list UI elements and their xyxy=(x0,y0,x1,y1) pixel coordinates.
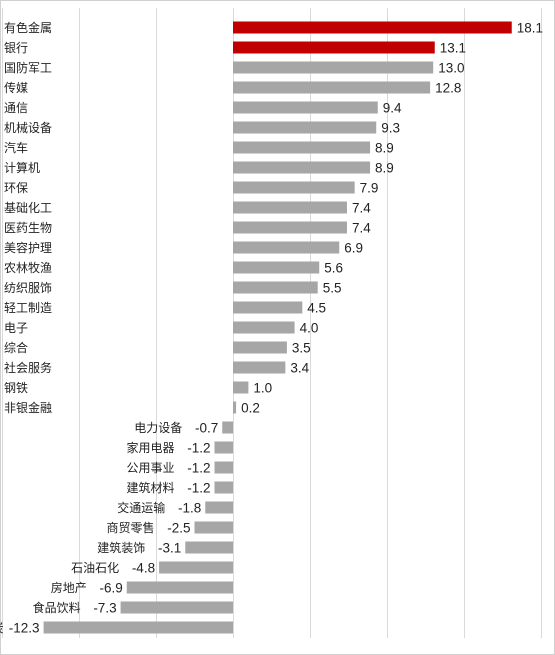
category-label: 建筑材料 xyxy=(127,480,175,495)
value-label: 7.9 xyxy=(360,181,379,196)
value-label: 12.8 xyxy=(435,81,461,96)
value-label: 4.5 xyxy=(307,301,326,316)
bar xyxy=(214,481,233,494)
value-label: 9.3 xyxy=(381,121,400,136)
bar xyxy=(233,61,434,74)
bar xyxy=(222,421,233,434)
value-label: 7.4 xyxy=(352,221,371,236)
value-label: -1.8 xyxy=(178,501,201,516)
value-label: 18.1 xyxy=(517,21,543,36)
bar xyxy=(205,501,233,514)
category-label: 银行 xyxy=(4,41,28,55)
bar xyxy=(126,581,233,594)
category-label: 电子 xyxy=(4,321,28,335)
bar xyxy=(233,201,347,214)
bar xyxy=(233,221,347,234)
value-label: -2.5 xyxy=(167,521,190,536)
bar xyxy=(233,141,371,154)
bar xyxy=(233,261,320,274)
value-label: 5.6 xyxy=(324,261,343,276)
category-label: 综合 xyxy=(4,340,28,355)
bar xyxy=(185,541,233,554)
category-label: 社会服务 xyxy=(4,360,52,375)
category-label: 传媒 xyxy=(4,80,28,95)
category-label: 美容护理 xyxy=(4,240,52,255)
category-label: 煤炭 xyxy=(0,621,4,635)
value-label: -0.7 xyxy=(195,421,218,436)
bar xyxy=(233,401,237,414)
category-label: 国防军工 xyxy=(4,60,52,75)
bar xyxy=(233,161,371,174)
value-label: -3.1 xyxy=(158,541,181,556)
value-label: 1.0 xyxy=(253,381,272,396)
category-label: 交通运输 xyxy=(117,500,165,515)
category-label: 机械设备 xyxy=(4,120,52,135)
bar xyxy=(43,621,233,634)
value-label: -6.9 xyxy=(99,581,122,596)
category-label: 建筑装饰 xyxy=(97,540,145,555)
bar xyxy=(233,381,249,394)
value-label: 5.5 xyxy=(323,281,342,296)
category-label: 家用电器 xyxy=(127,440,175,455)
category-label: 纺织服饰 xyxy=(4,281,52,295)
category-label: 医药生物 xyxy=(4,221,52,235)
value-label: 8.9 xyxy=(375,161,394,176)
bar xyxy=(233,121,377,134)
bar xyxy=(233,101,378,114)
category-label: 通信 xyxy=(4,101,28,115)
value-label: -1.2 xyxy=(187,441,210,456)
bar xyxy=(120,601,233,614)
value-label: 13.0 xyxy=(438,61,464,76)
category-label: 汽车 xyxy=(4,140,28,155)
value-label: 6.9 xyxy=(344,241,363,256)
bar xyxy=(233,81,431,94)
bar xyxy=(233,321,295,334)
category-label: 有色金属 xyxy=(4,20,52,35)
bar xyxy=(233,301,303,314)
bar xyxy=(233,341,287,354)
category-label: 公用事业 xyxy=(127,461,175,475)
category-label: 商贸零售 xyxy=(106,520,154,535)
category-label: 计算机 xyxy=(4,160,40,175)
category-label: 食品饮料 xyxy=(33,600,81,615)
value-label: 7.4 xyxy=(352,201,371,216)
bar xyxy=(233,181,355,194)
value-label: -7.3 xyxy=(93,601,116,616)
category-label: 轻工制造 xyxy=(4,301,52,315)
bar xyxy=(233,41,435,54)
category-label: 非银金融 xyxy=(4,400,52,415)
value-label: -4.8 xyxy=(132,561,155,576)
value-label: -12.3 xyxy=(9,621,40,636)
value-label: 9.4 xyxy=(383,101,402,116)
category-label: 电力设备 xyxy=(134,421,182,435)
value-label: 3.5 xyxy=(292,341,311,356)
bar xyxy=(194,521,233,534)
category-label: 石油石化 xyxy=(71,561,119,575)
bar xyxy=(233,361,286,374)
category-label: 农林牧渔 xyxy=(4,261,52,275)
value-label: -1.2 xyxy=(187,461,210,476)
value-label: 8.9 xyxy=(375,141,394,156)
value-label: 0.2 xyxy=(241,401,260,416)
category-label: 房地产 xyxy=(51,580,87,595)
value-label: -1.2 xyxy=(187,481,210,496)
value-label: 13.1 xyxy=(440,41,466,56)
bar xyxy=(214,461,233,474)
value-label: 4.0 xyxy=(300,321,319,336)
category-label: 环保 xyxy=(4,181,28,195)
bar xyxy=(233,21,512,34)
bar xyxy=(214,441,233,454)
bar xyxy=(233,281,318,294)
bar xyxy=(233,241,340,254)
category-label: 基础化工 xyxy=(4,201,52,215)
bar xyxy=(159,561,233,574)
category-label: 钢铁 xyxy=(4,381,28,395)
value-label: 3.4 xyxy=(290,361,309,376)
